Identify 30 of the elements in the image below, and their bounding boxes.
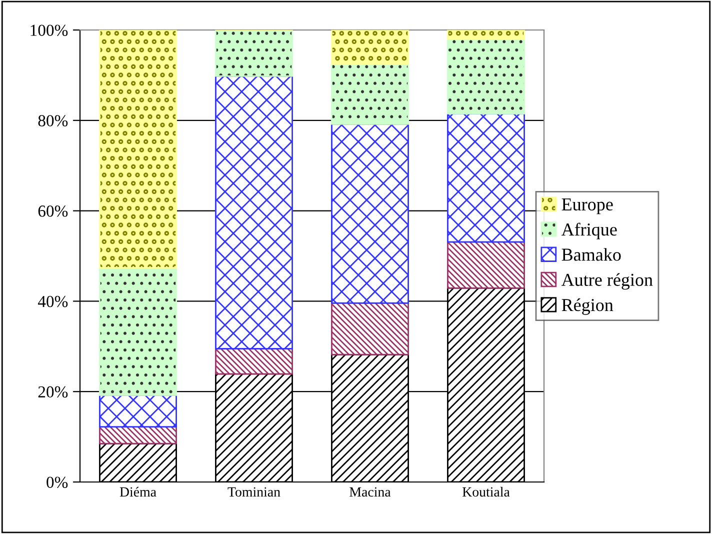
bar bbox=[99, 394, 177, 428]
y-tick-label: 40% bbox=[38, 296, 68, 308]
legend-label: Région bbox=[562, 298, 614, 315]
legend-label: Bamako bbox=[562, 248, 621, 261]
legend-label: Europe bbox=[562, 198, 613, 214]
y-tick-label: 100% bbox=[30, 24, 68, 36]
bar bbox=[331, 64, 409, 125]
bar bbox=[99, 267, 177, 396]
bar bbox=[447, 112, 525, 243]
x-tick-label: Diéma bbox=[120, 486, 156, 497]
bar bbox=[99, 426, 177, 444]
x-tick-label: Tominian bbox=[228, 487, 280, 497]
bar bbox=[331, 30, 409, 66]
y-tick-label: 0% bbox=[46, 476, 68, 488]
y-tick-label: 60% bbox=[38, 206, 68, 217]
x-tick-label: Koutiala bbox=[462, 486, 510, 497]
bar bbox=[215, 75, 293, 350]
bar bbox=[215, 348, 293, 375]
bar bbox=[331, 123, 409, 304]
y-tick-label: 80% bbox=[38, 115, 68, 126]
bar bbox=[447, 38, 525, 114]
bar bbox=[447, 30, 525, 40]
bar bbox=[331, 302, 409, 356]
y-tick-label: 20% bbox=[38, 386, 68, 398]
legend-label: Autre région bbox=[561, 273, 653, 290]
x-tick-label: Macina bbox=[350, 487, 391, 497]
bar bbox=[99, 30, 177, 268]
bar bbox=[447, 241, 525, 289]
bar bbox=[215, 30, 293, 77]
legend-label: Afrique bbox=[561, 222, 617, 240]
